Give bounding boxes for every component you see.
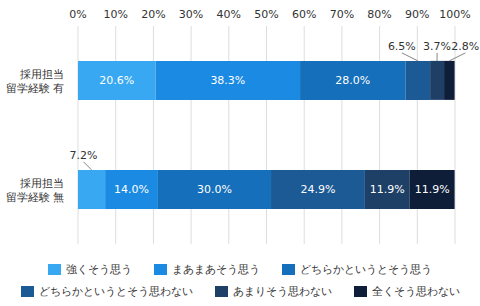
html-text:どちらかというとそう思う: どちらかというとそう思う	[300, 262, 432, 276]
svg-text:60%: 60%	[292, 8, 316, 21]
svg-text:80%: 80%	[367, 8, 391, 21]
svg-text:採用担当留学経験 有: 採用担当留学経験 有	[8, 68, 64, 95]
svg-text:40%: 40%	[217, 8, 241, 21]
svg-text:採用担当留学経験 無: 採用担当留学経験 無	[8, 177, 64, 204]
svg-text:38.3%: 38.3%	[210, 74, 245, 87]
svg-text:24.9%: 24.9%	[300, 183, 335, 196]
svg-text:30%: 30%	[179, 8, 203, 21]
svg-text:11.9%: 11.9%	[370, 183, 405, 196]
html-text:あまりそう思わない: あまりそう思わない	[232, 284, 332, 298]
svg-text:20.6%: 20.6%	[99, 74, 134, 87]
svg-text:2.8%: 2.8%	[451, 40, 472, 53]
svg-text:3.7%: 3.7%	[423, 40, 451, 53]
svg-text:30.0%: 30.0%	[197, 183, 232, 196]
svg-text:70%: 70%	[330, 8, 354, 21]
svg-text:100%: 100%	[439, 8, 470, 21]
svg-text:6.5%: 6.5%	[388, 40, 416, 53]
html-text:どちらかというとそう思わない: どちらかというとそう思わない	[38, 284, 193, 298]
svg-text:0%: 0%	[69, 8, 86, 21]
html-text:強くそう思う: 強くそう思う	[66, 262, 132, 276]
svg-text:14.0%: 14.0%	[114, 183, 149, 196]
svg-text:50%: 50%	[254, 8, 278, 21]
html-text:まあまあそう思う: まあまあそう思う	[172, 262, 260, 276]
svg-text:10%: 10%	[103, 8, 127, 21]
svg-text:28.0%: 28.0%	[335, 74, 370, 87]
svg-text:11.9%: 11.9%	[415, 183, 450, 196]
svg-text:7.2%: 7.2%	[70, 149, 98, 162]
html-text:全くそう思わない: 全くそう思わない	[371, 284, 460, 298]
svg-text:90%: 90%	[405, 8, 429, 21]
svg-text:20%: 20%	[141, 8, 165, 21]
